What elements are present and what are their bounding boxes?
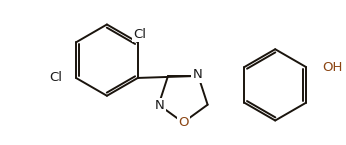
Text: N: N bbox=[155, 99, 165, 112]
Text: O: O bbox=[178, 116, 188, 129]
Text: OH: OH bbox=[322, 61, 342, 74]
Text: N: N bbox=[192, 68, 202, 81]
Text: Cl: Cl bbox=[49, 71, 62, 84]
Text: Cl: Cl bbox=[133, 28, 146, 41]
